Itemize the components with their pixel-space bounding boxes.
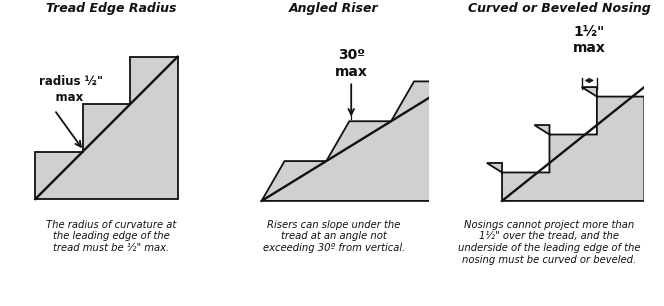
Text: Angled Riser: Angled Riser <box>289 2 378 15</box>
Text: Curved or Beveled Nosing: Curved or Beveled Nosing <box>467 2 650 15</box>
Text: 30º
max: 30º max <box>335 48 368 79</box>
Polygon shape <box>35 57 178 199</box>
Text: Nosings cannot project more than
1½" over the tread, and the
underside of the le: Nosings cannot project more than 1½" ove… <box>458 220 641 265</box>
Text: radius ½"
    max: radius ½" max <box>39 75 103 104</box>
Text: Tread Edge Radius: Tread Edge Radius <box>46 2 177 15</box>
Text: 1½"
max: 1½" max <box>573 25 606 55</box>
Polygon shape <box>487 87 644 201</box>
Polygon shape <box>262 81 456 201</box>
Text: Risers can slope under the
tread at an angle not
exceeding 30º from vertical.: Risers can slope under the tread at an a… <box>262 220 405 253</box>
Text: The radius of curvature at
the leading edge of the
tread must be ½" max.: The radius of curvature at the leading e… <box>46 220 177 253</box>
